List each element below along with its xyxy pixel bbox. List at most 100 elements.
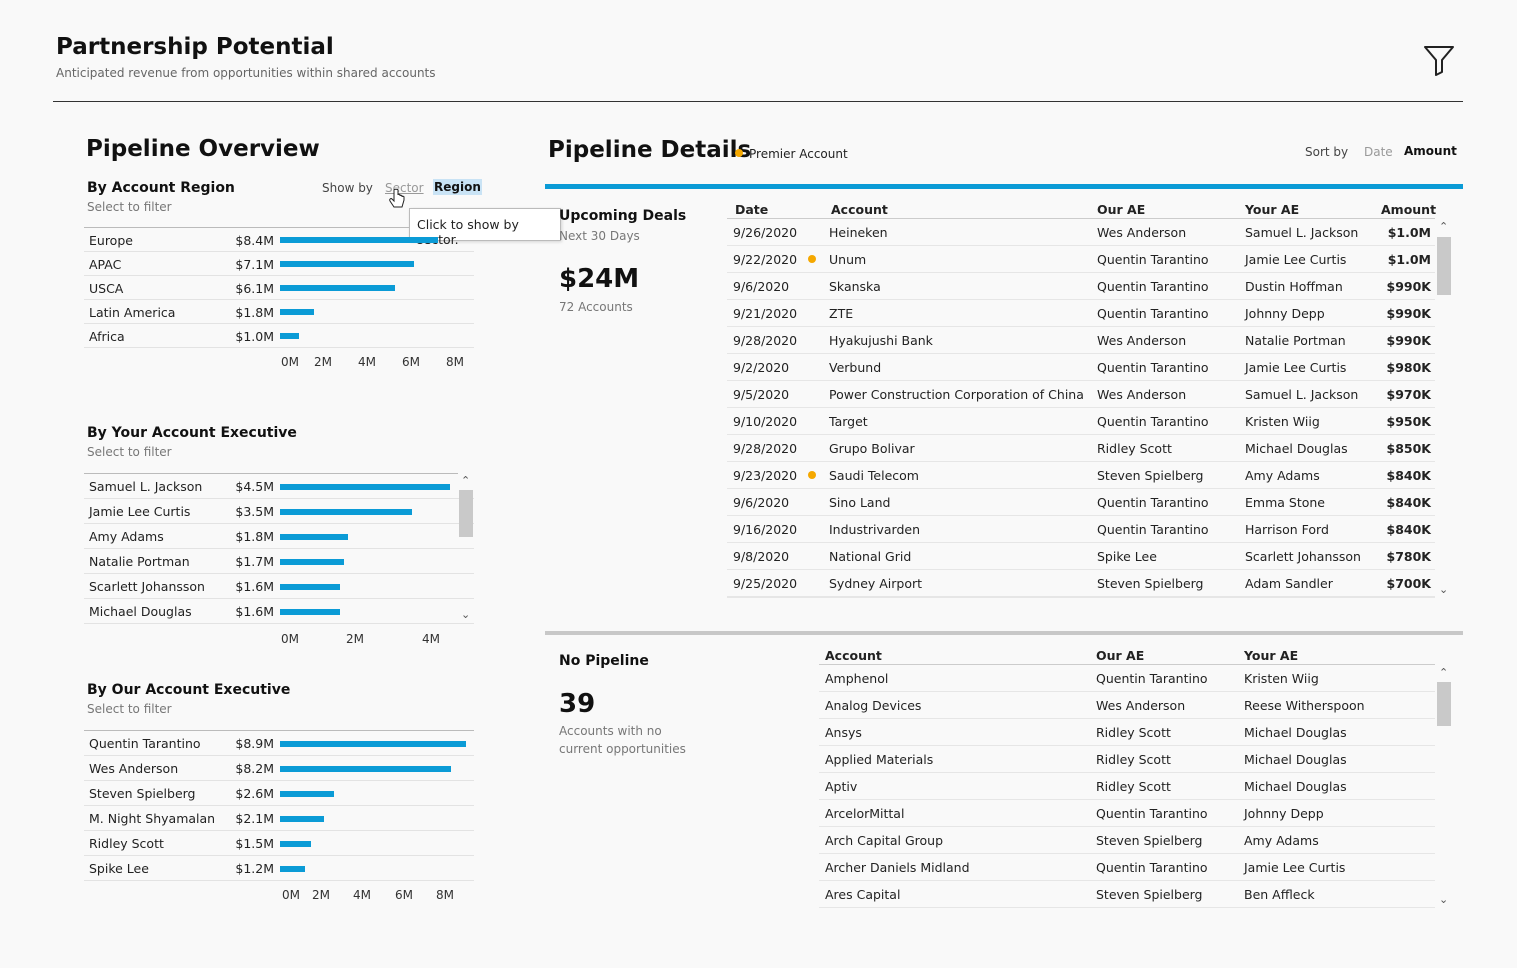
deal-row[interactable]: 9/26/2020 Heineken Wes Anderson Samuel L. J… — [727, 219, 1435, 246]
our-ae-value-label: $8.9M — [235, 736, 274, 751]
no-pipeline-row[interactable]: Applied Materials Ridley Scott Michael Dou… — [819, 746, 1435, 773]
deal-our-ae: Quentin Tarantino — [1097, 360, 1209, 375]
deal-row[interactable]: 9/21/2020 ZTE Quentin Tarantino Johnny Depp… — [727, 300, 1435, 327]
scroll-up-icon[interactable]: ⌃ — [1439, 220, 1449, 233]
our-ae-bar-row[interactable]: M. Night Shyamalan $2.1M — [84, 806, 474, 831]
np-account: Amphenol — [825, 671, 889, 686]
your-ae-scrollbar[interactable]: ⌃ ⌄ — [459, 474, 473, 624]
deal-amount: $850K — [1386, 441, 1431, 456]
no-pipeline-row[interactable]: Archer Daniels Midland Quentin Tarantino J… — [819, 854, 1435, 881]
date-column-header[interactable]: Date — [735, 202, 769, 217]
sort-date-toggle[interactable]: Date — [1364, 145, 1393, 159]
your-ae-bar[interactable] — [280, 483, 450, 490]
our-ae-bar-row[interactable]: Quentin Tarantino $8.9M — [84, 731, 474, 756]
your-ae-chart-title: By Your Account Executive — [87, 425, 297, 441]
deal-row[interactable]: 9/6/2020 Sino Land Quentin Tarantino Emma S… — [727, 489, 1435, 516]
your-ae-bar-row[interactable]: Michael Douglas $1.6M — [84, 599, 474, 624]
our-ae-bar[interactable] — [280, 815, 324, 822]
np-our-ae: Steven Spielberg — [1096, 887, 1203, 902]
region-bar[interactable] — [280, 309, 314, 315]
your-ae-bar[interactable] — [280, 583, 341, 590]
sort-amount-toggle[interactable]: Amount — [1404, 144, 1457, 158]
np-account-column-header[interactable]: Account — [825, 648, 882, 663]
no-pipeline-row[interactable]: Aptiv Ridley Scott Michael Douglas — [819, 773, 1435, 800]
region-chart-top-rule — [84, 227, 409, 228]
scroll-up-icon[interactable]: ⌃ — [461, 474, 471, 487]
our-ae-category-label: Spike Lee — [89, 861, 149, 876]
np-your-ae: Michael Douglas — [1244, 752, 1347, 767]
region-bar[interactable] — [280, 285, 395, 291]
deal-row[interactable]: 9/28/2020 Grupo Bolivar Ridley Scott Michae… — [727, 435, 1435, 462]
region-bar-row[interactable]: APAC $7.1M — [84, 252, 474, 276]
no-pipeline-row[interactable]: Arch Capital Group Steven Spielberg Amy Ad… — [819, 827, 1435, 854]
our-ae-bar[interactable] — [280, 840, 312, 847]
deals-scroll-thumb[interactable] — [1437, 237, 1451, 295]
deal-your-ae: Emma Stone — [1245, 495, 1325, 510]
deal-your-ae: Dustin Hoffman — [1245, 279, 1343, 294]
scroll-down-icon[interactable]: ⌄ — [461, 608, 471, 621]
your-ae-bar[interactable] — [280, 558, 345, 565]
our-ae-bar[interactable] — [280, 865, 306, 872]
no-pipeline-row[interactable]: Amphenol Quentin Tarantino Kristen Wiig — [819, 665, 1435, 692]
deal-row[interactable]: 9/10/2020 Target Quentin Tarantino Kristen … — [727, 408, 1435, 435]
scroll-up-icon[interactable]: ⌃ — [1439, 666, 1449, 679]
no-pipeline-scrollbar[interactable]: ⌃ ⌄ — [1437, 666, 1451, 910]
our-ae-bar-row[interactable]: Spike Lee $1.2M — [84, 856, 474, 881]
np-your-ae-column-header[interactable]: Your AE — [1244, 648, 1299, 663]
your-ae-bar-row[interactable]: Samuel L. Jackson $4.5M — [84, 474, 474, 499]
deal-our-ae: Wes Anderson — [1097, 387, 1187, 402]
no-pipeline-row[interactable]: Ares Capital Steven Spielberg Ben Affleck — [819, 881, 1435, 908]
our-ae-bar-row[interactable]: Steven Spielberg $2.6M — [84, 781, 474, 806]
our-ae-bar[interactable] — [280, 790, 335, 797]
deal-row[interactable]: 9/28/2020 Hyakujushi Bank Wes Anderson Nata… — [727, 327, 1435, 354]
deal-date: 9/6/2020 — [733, 495, 790, 510]
our-ae-bar-row[interactable]: Wes Anderson $8.2M — [84, 756, 474, 781]
show-by-region-toggle[interactable]: Region — [433, 179, 482, 195]
no-pipeline-row[interactable]: Analog Devices Wes Anderson Reese Withersp… — [819, 692, 1435, 719]
your-ae-bar-row[interactable]: Jamie Lee Curtis $3.5M — [84, 499, 474, 524]
your-ae-bar-row[interactable]: Scarlett Johansson $1.6M — [84, 574, 474, 599]
deal-account: Sydney Airport — [829, 576, 923, 591]
deal-row[interactable]: 9/2/2020 Verbund Quentin Tarantino Jamie Le… — [727, 354, 1435, 381]
deal-row[interactable]: 9/5/2020 Power Construction Corporation o… — [727, 381, 1435, 408]
no-pipeline-row[interactable]: Ansys Ridley Scott Michael Douglas — [819, 719, 1435, 746]
region-bar[interactable] — [280, 333, 299, 339]
our-ae-bar-row[interactable]: Ridley Scott $1.5M — [84, 831, 474, 856]
our-ae-value-label: $1.5M — [235, 836, 274, 851]
deal-row[interactable]: 9/8/2020 National Grid Spike Lee Scarlett J… — [727, 543, 1435, 570]
our-ae-bar[interactable] — [280, 740, 466, 747]
our-ae-column-header[interactable]: Our AE — [1097, 202, 1146, 217]
your-ae-column-header[interactable]: Your AE — [1245, 202, 1300, 217]
deal-row[interactable]: 9/25/2020 Sydney Airport Steven Spielberg A… — [727, 570, 1435, 597]
deal-row[interactable]: 9/16/2020 Industrivarden Quentin Tarantino… — [727, 516, 1435, 543]
deal-row[interactable]: 9/6/2020 Skanska Quentin Tarantino Dustin H… — [727, 273, 1435, 300]
region-bar-row[interactable]: Africa $1.0M — [84, 324, 474, 348]
no-pipeline-row[interactable]: ArcelorMittal Quentin Tarantino Johnny Dep… — [819, 800, 1435, 827]
filter-icon[interactable] — [1423, 44, 1455, 76]
scroll-down-icon[interactable]: ⌄ — [1439, 583, 1449, 596]
deal-row[interactable]: 9/22/2020 Unum Quentin Tarantino Jamie Lee … — [727, 246, 1435, 273]
region-bar[interactable] — [280, 261, 414, 267]
our-ae-value-label: $1.2M — [235, 861, 274, 876]
deal-date: 9/5/2020 — [733, 387, 790, 402]
your-ae-bar-row[interactable]: Amy Adams $1.8M — [84, 524, 474, 549]
your-ae-bar[interactable] — [280, 608, 341, 615]
np-our-ae-column-header[interactable]: Our AE — [1096, 648, 1145, 663]
region-bar-row[interactable]: USCA $6.1M — [84, 276, 474, 300]
your-ae-bar-row[interactable]: Natalie Portman $1.7M — [84, 549, 474, 574]
deal-amount: $700K — [1386, 576, 1431, 591]
your-ae-bar[interactable] — [280, 508, 413, 515]
deals-scrollbar[interactable]: ⌃ ⌄ — [1437, 220, 1451, 600]
deal-row[interactable]: 9/23/2020 Saudi Telecom Steven Spielberg Am… — [727, 462, 1435, 489]
region-bar-row[interactable]: Latin America $1.8M — [84, 300, 474, 324]
your-ae-bar[interactable] — [280, 533, 348, 540]
our-ae-bar[interactable] — [280, 765, 452, 772]
no-pipeline-scroll-thumb[interactable] — [1437, 682, 1451, 726]
your-ae-scroll-thumb[interactable] — [459, 490, 473, 537]
amount-column-header[interactable]: Amount — [1381, 202, 1437, 217]
account-column-header[interactable]: Account — [831, 202, 888, 217]
scroll-down-icon[interactable]: ⌄ — [1439, 893, 1449, 906]
region-bar[interactable] — [280, 237, 438, 243]
our-ae-axis-tick: 6M — [395, 888, 413, 902]
region-bar-row[interactable]: Europe $8.4M — [84, 228, 474, 252]
